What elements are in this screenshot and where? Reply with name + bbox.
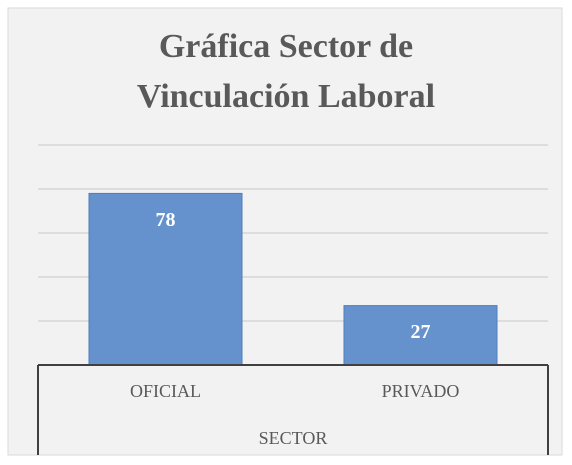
bar [343,305,498,366]
x-tick-label: PRIVADO [382,381,460,401]
x-axis-label: SECTOR [259,428,328,448]
chart-title: Gráfica Sector de Vinculación Laboral [136,28,436,115]
bar [88,192,243,366]
data-label: 27 [411,321,431,343]
data-label: 78 [156,209,176,231]
x-tick-label: OFICIAL [130,381,201,401]
